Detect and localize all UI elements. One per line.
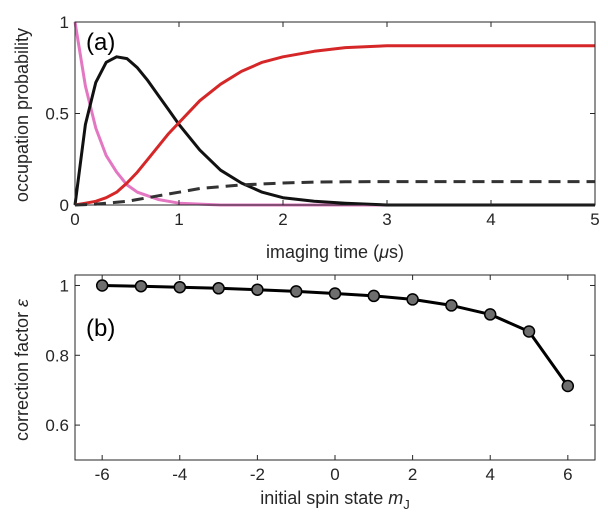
panel-b-ylabel: correction factor ε	[12, 298, 32, 441]
panel-b-point	[483, 308, 497, 321]
panel-b-ticks: -6 -4 -2 0 2 4 6 0.6 0.8 1	[45, 275, 595, 484]
panel-a-ytick-label: 0	[60, 196, 69, 215]
panel-a-xtick-label: 0	[70, 210, 79, 229]
panel-a-ytick-label: 0.5	[45, 105, 69, 124]
panel-a-series-2	[74, 44, 595, 207]
panel-a: 0 1 2 3 4 5 0 0.5 1 (a) imaging time (μs) occupa…	[12, 13, 600, 262]
panel-b-point	[406, 293, 419, 306]
panel-b-xtick-label: 6	[563, 465, 572, 484]
panel-b-label: (b)	[86, 315, 115, 342]
panel-b-series-group	[95, 279, 575, 393]
panel-b-ytick-label: 0.8	[45, 346, 69, 365]
panel-b-point	[367, 289, 381, 303]
panel-b-point	[251, 283, 264, 296]
panel-b-point	[561, 379, 575, 393]
panel-a-series-3	[74, 180, 595, 207]
panel-b-ytick-label: 1	[60, 276, 69, 295]
panel-a-xtick-label: 3	[382, 210, 391, 229]
panel-b-point	[173, 280, 187, 294]
panel-b-series-line	[102, 284, 570, 387]
panel-b-point	[328, 287, 342, 300]
panel-a-xtick-label: 5	[590, 210, 599, 229]
panel-a-label: (a)	[86, 29, 115, 56]
panel-b-point	[289, 285, 303, 298]
panel-b-xtick-label: 0	[330, 465, 339, 484]
panel-b-ytick-label: 0.6	[45, 416, 69, 435]
panel-b-xtick-label: 4	[485, 465, 494, 484]
panel-b-axes-box	[74, 274, 596, 461]
panel-b-xtick-label: -4	[172, 465, 187, 484]
panel-a-xtick-label: 1	[174, 210, 183, 229]
panel-a-series-group	[73, 21, 595, 207]
panel-b-xtick-label: -2	[250, 465, 265, 484]
panel-b-xlabel: initial spin state mJ	[260, 488, 410, 512]
panel-b-point	[95, 279, 109, 292]
panel-b-xtick-label: -6	[95, 465, 110, 484]
panel-a-ylabel: occupation probability	[12, 28, 32, 202]
panel-a-ytick-label: 1	[60, 13, 69, 32]
panel-a-ticks: 0 1 2 3 4 5 0 0.5 1	[45, 13, 599, 229]
panel-b-point	[134, 279, 148, 293]
panel-b-point	[522, 325, 536, 338]
panel-b-xtick-label: 2	[408, 465, 417, 484]
panel-a-xtick-label: 4	[486, 210, 495, 229]
panel-b: -6 -4 -2 0 2 4 6 0.6 0.8 1 (b) initial spin state…	[12, 274, 596, 512]
panel-b-point	[445, 299, 458, 312]
panel-b-point	[212, 282, 225, 295]
panel-a-xtick-label: 2	[278, 210, 287, 229]
panel-a-xlabel: imaging time (μs)	[266, 242, 404, 262]
